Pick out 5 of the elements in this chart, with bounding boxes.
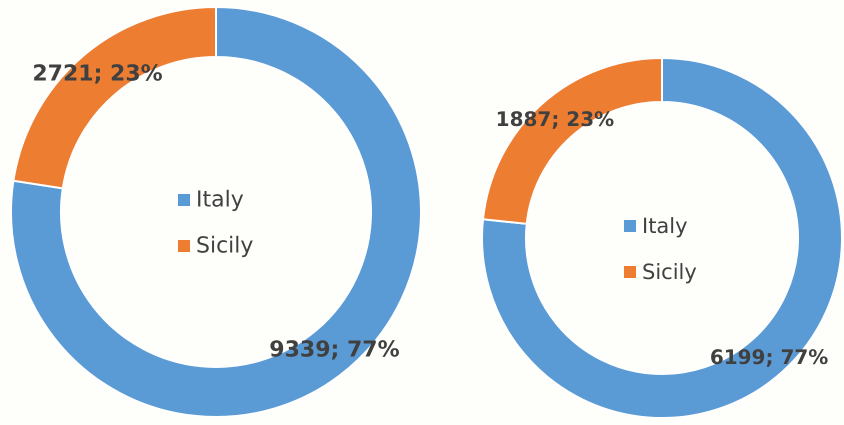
legend-label: Sicily — [642, 260, 697, 284]
legend-label: Italy — [196, 188, 244, 212]
legend-label: Sicily — [196, 234, 254, 258]
legend-label: Italy — [642, 214, 688, 238]
donut-slice — [10, 6, 422, 418]
